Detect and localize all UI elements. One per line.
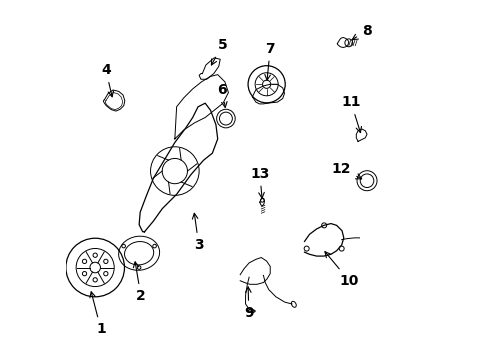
Text: 10: 10	[325, 252, 358, 288]
Text: 13: 13	[250, 167, 269, 198]
Text: 12: 12	[331, 162, 361, 179]
Text: 9: 9	[244, 287, 253, 320]
Text: 5: 5	[211, 38, 227, 65]
Text: 1: 1	[90, 292, 105, 336]
Text: 7: 7	[264, 41, 274, 80]
Text: 2: 2	[133, 262, 145, 303]
Text: 3: 3	[192, 213, 203, 252]
Text: 8: 8	[351, 24, 371, 40]
Text: 11: 11	[341, 95, 361, 132]
Text: 6: 6	[217, 83, 227, 107]
Text: 4: 4	[101, 63, 113, 97]
